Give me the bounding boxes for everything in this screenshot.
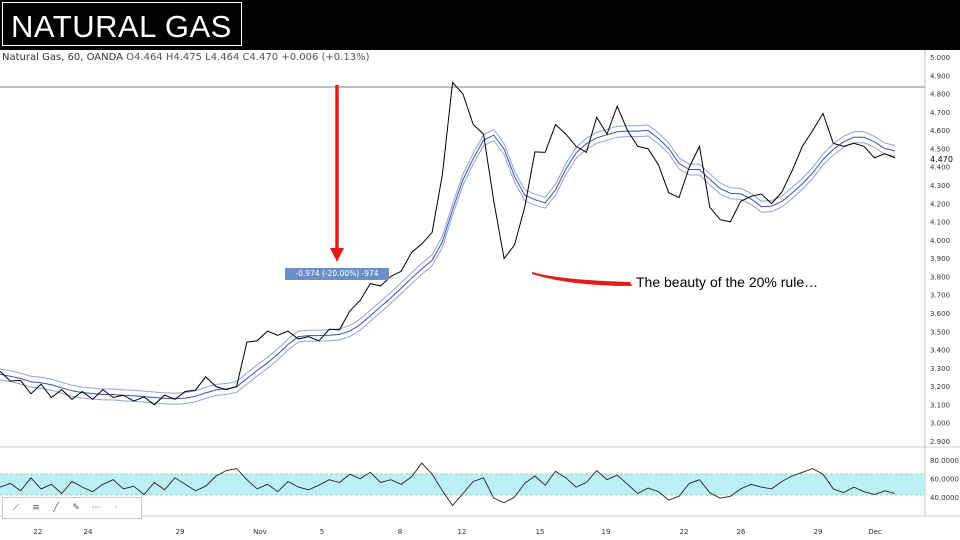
time-tick-label: 29 <box>176 528 185 536</box>
time-tick-label: 22 <box>34 528 43 536</box>
price-tick-label: 4.700 <box>930 109 950 117</box>
time-tick-label: Nov <box>253 528 267 536</box>
price-tick-label: 4.300 <box>930 182 950 190</box>
price-tick-label: 3.600 <box>930 310 950 318</box>
price-tick-label: 4.500 <box>930 145 950 153</box>
price-tick-label: 3.500 <box>930 328 950 336</box>
price-tick-label: 4.900 <box>930 72 950 80</box>
time-tick-label: 29 <box>814 528 823 536</box>
rsi-band <box>0 474 925 495</box>
moving-average-band-0 <box>0 135 896 405</box>
time-tick-label: 26 <box>737 528 746 536</box>
time-tick-label: Dec <box>868 528 882 536</box>
slide-title-bar: NATURAL GAS <box>0 0 960 50</box>
price-chart[interactable]: 5.000 4.900 4.800 4.700 4.600 4.500 4.400 4.300… <box>0 50 960 540</box>
cursor-tool-icon[interactable]: ⟋ <box>12 503 20 513</box>
time-tick-label: 8 <box>398 528 402 536</box>
rsi-tick-label: 80.0000 <box>930 457 959 465</box>
trendline-tool-icon[interactable]: ≡ <box>32 503 40 513</box>
time-tick-label: 15 <box>536 528 545 536</box>
time-axis: 22 24 29 Nov 5 8 12 15 19 22 26 29 Dec <box>34 528 882 536</box>
more-tools-icon[interactable]: · <box>114 503 118 513</box>
price-tick-label: 4.000 <box>930 237 950 245</box>
moving-average-band-2 <box>0 124 896 394</box>
moving-average-band-1 <box>0 129 896 400</box>
price-tick-label: 4.800 <box>930 91 950 99</box>
time-tick-label: 22 <box>680 528 689 536</box>
price-tick-label: 3.800 <box>930 273 950 281</box>
drawing-toolbar: ⟋ ≡ ╱ ✎ ⋯ · <box>2 497 142 519</box>
price-tick-label: 4.600 <box>930 127 950 135</box>
line-tool-icon[interactable]: ╱ <box>53 503 59 513</box>
price-tick-label: 5.000 <box>930 54 950 62</box>
rsi-tick-label: 40.0000 <box>930 494 959 502</box>
price-series <box>0 81 896 406</box>
time-tick-label: 12 <box>458 528 467 536</box>
slide-title: NATURAL GAS <box>11 9 232 44</box>
ohlc-values: O4.464 H4.475 L4.464 C4.470 +0.006 (+0.1… <box>126 52 370 63</box>
rsi-series <box>0 462 896 507</box>
pencil-tool-icon[interactable]: ✎ <box>72 503 80 513</box>
measure-tool-icon[interactable]: ⋯ <box>91 503 101 513</box>
price-tick-label: 4.100 <box>930 219 950 227</box>
annotation-pointer-arrow <box>532 272 632 286</box>
price-tick-label: 3.400 <box>930 347 950 355</box>
price-tick-label: 4.200 <box>930 200 950 208</box>
symbol-label[interactable]: Natural Gas, 60, OANDA <box>2 52 123 63</box>
time-tick-label: 24 <box>84 528 93 536</box>
chart-legend: Natural Gas, 60, OANDA O4.464 H4.475 L4.… <box>2 52 369 63</box>
time-tick-label: 5 <box>320 528 324 536</box>
rsi-line <box>0 462 896 507</box>
price-tick-label: 3.900 <box>930 255 950 263</box>
annotation-text: The beauty of the 20% rule… <box>636 274 819 290</box>
measure-label: -0.974 (-20.00%) -974 <box>285 268 389 280</box>
price-tick-label: 3.100 <box>930 401 950 409</box>
price-tick-label: 3.300 <box>930 365 950 373</box>
last-price-tag: 4.470 <box>930 155 953 164</box>
price-tick-label: 4.400 <box>930 164 950 172</box>
price-tick-label: 3.000 <box>930 420 950 428</box>
rsi-tick-label: 60.0000 <box>930 476 959 484</box>
rsi-axis: 80.0000 60.0000 40.0000 <box>930 457 959 502</box>
price-axis: 5.000 4.900 4.800 4.700 4.600 4.500 4.400 4.300… <box>930 54 950 446</box>
slide-title-box: NATURAL GAS <box>2 2 242 46</box>
price-line <box>0 81 896 406</box>
down-arrow-head <box>330 248 344 262</box>
time-tick-label: 19 <box>602 528 611 536</box>
price-tick-label: 2.900 <box>930 438 950 446</box>
price-tick-label: 3.200 <box>930 383 950 391</box>
price-tick-label: 3.700 <box>930 292 950 300</box>
